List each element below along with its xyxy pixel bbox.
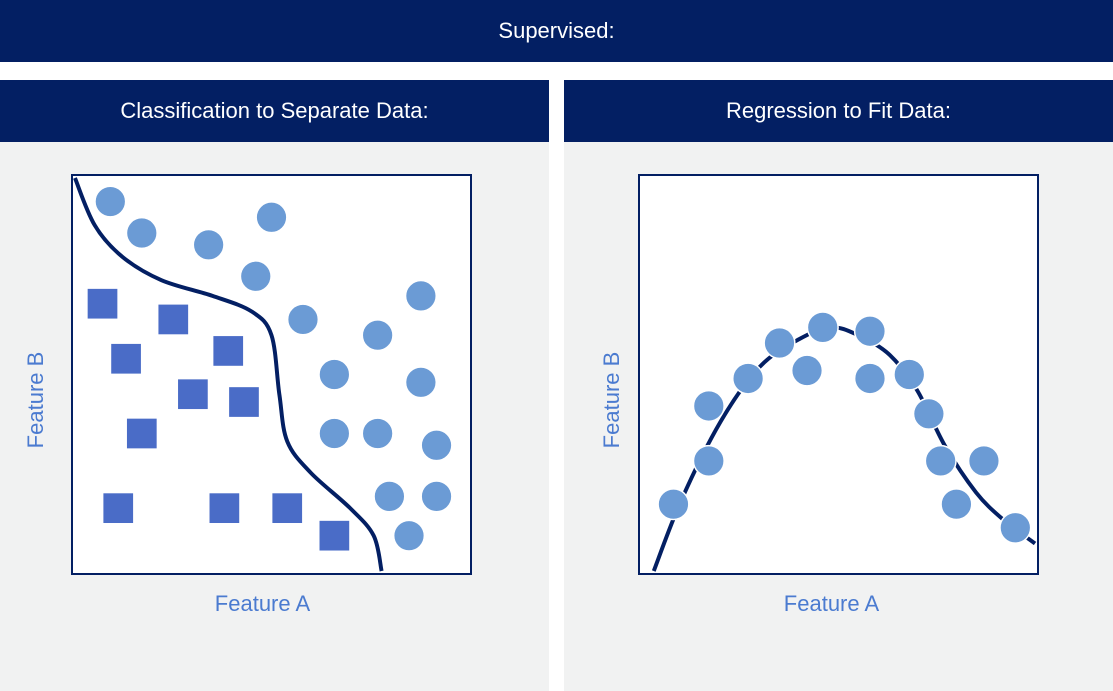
classification-square-point-3 <box>213 336 244 366</box>
regression-circle-point-14 <box>999 511 1032 544</box>
classification-circle-point-6 <box>361 319 394 352</box>
classification-circle-point-3 <box>255 201 288 234</box>
classification-circle-point-5 <box>286 303 320 336</box>
classification-square-point-5 <box>229 387 259 417</box>
classification-square-point-9 <box>272 493 303 524</box>
regression-circle-point-2 <box>692 389 725 423</box>
classification-title: Classification to Separate Data: <box>120 98 429 123</box>
classification-square-point-4 <box>178 379 208 410</box>
classification-circle-point-12 <box>420 429 453 462</box>
regression-circle-point-1 <box>692 444 725 478</box>
classification-panel: Classification to Separate Data: Feature… <box>0 80 549 691</box>
classification-square-point-8 <box>209 493 240 524</box>
classification-header: Classification to Separate Data: <box>0 80 549 142</box>
classification-square-point-7 <box>103 493 134 524</box>
classification-circle-point-2 <box>192 228 225 261</box>
classification-circle-point-15 <box>392 519 426 552</box>
regression-circle-point-0 <box>657 488 690 521</box>
classification-circle-point-10 <box>318 417 351 450</box>
classification-square-point-0 <box>87 288 118 319</box>
classification-circle-point-8 <box>318 358 351 391</box>
regression-header: Regression to Fit Data: <box>564 80 1113 142</box>
classification-circle-point-4 <box>239 260 272 293</box>
classification-square-point-2 <box>111 343 141 374</box>
decision-boundary-line <box>73 177 384 572</box>
classification-circle-point-14 <box>420 480 453 513</box>
classification-square-point-6 <box>126 418 157 449</box>
regression-circle-point-8 <box>853 362 887 395</box>
classification-circle-point-1 <box>125 216 158 250</box>
regression-circle-point-5 <box>790 354 824 387</box>
regression-circle-point-6 <box>806 311 839 344</box>
classification-x-axis-label: Feature A <box>214 591 311 616</box>
regression-circle-point-11 <box>924 444 957 478</box>
supervised-banner: Supervised: <box>0 0 1113 62</box>
regression-circle-point-13 <box>967 444 1001 478</box>
regression-title: Regression to Fit Data: <box>726 98 951 123</box>
regression-x-axis-label: Feature A <box>783 591 880 616</box>
regression-circle-point-3 <box>732 362 765 395</box>
regression-y-axis-label: Feature B <box>599 351 624 449</box>
regression-circle-point-12 <box>940 488 973 521</box>
classification-y-axis-label: Feature B <box>23 351 48 449</box>
page-title: Supervised: <box>498 18 615 43</box>
regression-svg <box>651 311 1037 572</box>
classification-circle-point-13 <box>373 480 406 513</box>
classification-circle-point-7 <box>404 279 437 312</box>
classification-circle-point-9 <box>404 366 437 399</box>
regression-panel: Regression to Fit Data: Feature A Featur… <box>564 80 1113 691</box>
classification-square-point-10 <box>319 520 350 551</box>
classification-circle-point-11 <box>361 417 394 450</box>
classification-svg <box>73 177 453 572</box>
regression-circle-point-9 <box>893 358 926 391</box>
regression-circle-point-7 <box>853 315 887 348</box>
classification-square-point-1 <box>158 304 189 335</box>
regression-plot <box>638 174 1039 575</box>
classification-circle-point-0 <box>94 185 127 218</box>
regression-circle-point-4 <box>763 326 796 360</box>
classification-plot <box>71 174 472 575</box>
regression-circle-point-10 <box>912 397 945 430</box>
